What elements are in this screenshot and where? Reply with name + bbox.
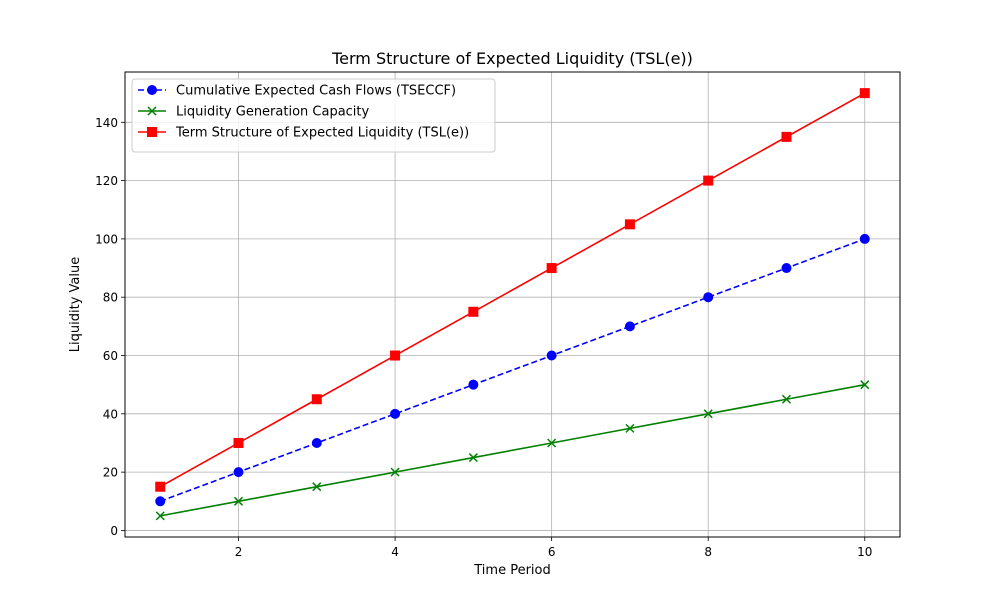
grid xyxy=(125,72,900,537)
data-point-x-stroke xyxy=(781,394,792,404)
data-point-circle xyxy=(155,496,166,507)
series-line xyxy=(159,92,866,488)
legend-entry: Term Structure of Expected Liquidity (TS… xyxy=(138,126,469,141)
data-point-x-stroke xyxy=(625,423,635,433)
plot-frame xyxy=(124,71,901,538)
data-point-x xyxy=(233,496,244,506)
data-point-x-stroke xyxy=(390,467,400,477)
data-point-x-stroke xyxy=(147,106,157,116)
data-point-x-stroke xyxy=(233,496,244,506)
y-tick-label: 20 xyxy=(103,466,118,480)
y-tick-label: 120 xyxy=(95,174,118,188)
data-point-circle xyxy=(703,292,714,303)
series-2 xyxy=(155,380,870,521)
x-tick-label: 2 xyxy=(235,545,243,559)
data-point-circle xyxy=(781,263,792,274)
x-tick-label: 6 xyxy=(548,545,556,559)
data-point-square xyxy=(390,350,401,361)
data-point-square xyxy=(624,219,635,230)
data-point-square xyxy=(468,306,479,317)
legend-label: Liquidity Generation Capacity xyxy=(176,105,370,120)
series-1 xyxy=(155,233,870,507)
data-point-circle xyxy=(147,85,157,95)
data-point-square xyxy=(859,88,870,99)
data-point-square xyxy=(147,127,157,137)
y-tick-label: 0 xyxy=(110,524,118,538)
x-tick-label: 4 xyxy=(391,545,399,559)
legend-entry: Liquidity Generation Capacity xyxy=(138,105,370,120)
data-point-x xyxy=(155,511,165,521)
data-point-square xyxy=(311,394,322,405)
y-axis-label: Liquidity Value xyxy=(68,257,83,352)
series-line xyxy=(160,383,865,517)
data-point-x xyxy=(703,409,713,419)
series-line xyxy=(159,238,866,503)
data-point-x-stroke xyxy=(155,511,165,521)
data-point-x xyxy=(781,394,792,404)
data-point-x xyxy=(468,453,478,463)
data-point-circle xyxy=(624,321,635,332)
y-tick-label: 140 xyxy=(95,116,118,130)
y-tick-label: 100 xyxy=(95,232,118,246)
data-point-square xyxy=(703,175,714,186)
data-point-x-stroke xyxy=(468,453,478,463)
data-point-circle xyxy=(546,350,557,361)
data-point-x-stroke xyxy=(703,409,713,419)
data-point-x xyxy=(860,380,870,390)
data-point-x xyxy=(547,438,557,448)
data-point-circle xyxy=(468,379,479,390)
data-point-x xyxy=(312,482,322,492)
data-point-x-stroke xyxy=(547,438,557,448)
legend-entry: Cumulative Expected Cash Flows (TSECCF) xyxy=(138,84,456,99)
data-point-x-stroke xyxy=(860,380,870,390)
y-tick-label: 60 xyxy=(103,349,118,363)
data-point-circle xyxy=(390,408,401,419)
data-point-square xyxy=(155,481,166,492)
data-point-x xyxy=(147,106,157,116)
x-tick-label: 8 xyxy=(704,545,712,559)
data-point-square xyxy=(233,437,244,448)
data-point-x-stroke xyxy=(312,482,322,492)
series-group xyxy=(155,88,870,521)
x-axis-label: Time Period xyxy=(473,563,550,578)
data-point-square xyxy=(781,131,792,142)
legend-label: Term Structure of Expected Liquidity (TS… xyxy=(175,126,469,141)
data-point-square xyxy=(546,263,557,274)
legend-label: Cumulative Expected Cash Flows (TSECCF) xyxy=(176,84,456,99)
chart-title: Term Structure of Expected Liquidity (TS… xyxy=(331,49,693,68)
y-tick-label: 80 xyxy=(103,291,118,305)
legend: Cumulative Expected Cash Flows (TSECCF) L… xyxy=(131,78,496,153)
series-3 xyxy=(155,88,870,492)
y-tick-label: 40 xyxy=(103,407,118,421)
x-tick-label: 10 xyxy=(857,545,872,559)
data-point-circle xyxy=(859,233,870,244)
data-point-x xyxy=(390,467,400,477)
data-point-circle xyxy=(233,467,244,478)
data-point-x xyxy=(625,423,635,433)
legend-box xyxy=(131,78,496,153)
data-point-circle xyxy=(311,437,322,448)
